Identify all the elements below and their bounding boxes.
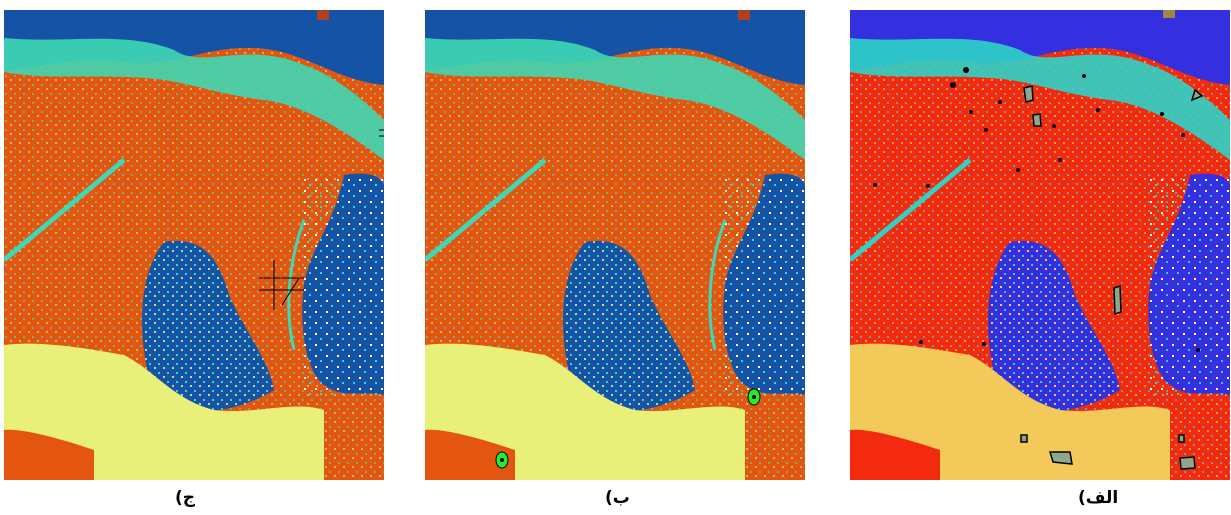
bright-bottom — [850, 343, 1170, 480]
map-a-svg — [850, 10, 1230, 480]
bright-bottom — [425, 343, 745, 480]
classification-map-b — [425, 10, 805, 480]
dot-markers — [873, 67, 1200, 352]
vegetation-top — [4, 38, 384, 160]
classification-map-a — [850, 10, 1230, 480]
water-top — [850, 10, 1230, 85]
caption-panel-a: الف) — [1078, 488, 1119, 508]
vegetation-top — [425, 38, 805, 160]
map-c-svg — [4, 10, 384, 480]
map-b-svg — [425, 10, 805, 480]
water-top — [4, 10, 384, 85]
water-top — [425, 10, 805, 85]
classification-map-c — [4, 10, 384, 480]
polygon-markers — [1020, 85, 1204, 470]
green-circle-marker — [747, 388, 761, 406]
crosshair-marker — [259, 260, 304, 310]
caption-panel-c: ج) — [175, 488, 196, 508]
bright-bottom — [4, 343, 324, 480]
vegetation-top — [850, 38, 1230, 160]
green-circle-marker — [495, 451, 509, 469]
caption-panel-b: ب) — [605, 488, 630, 508]
